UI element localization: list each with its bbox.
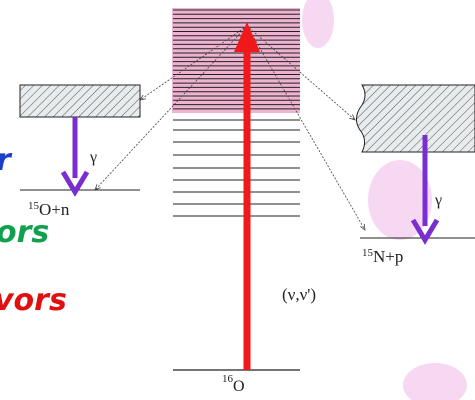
continuum-band [172,8,300,113]
excitation-head [234,22,260,52]
left-gamma-head [60,170,90,197]
background-blobs [302,0,467,400]
channel-label: 15N+p [362,247,403,266]
nucleus: O [233,378,245,395]
gamma-label: γ [89,149,97,166]
reaction-label: (ν,ν') [282,285,316,304]
left-continuum [19,84,141,118]
energy-levels [173,9,300,217]
slide-fragment: ors [0,215,49,250]
right-continuum [356,84,475,153]
slide-fragment: r [0,143,13,178]
nucleus: O+n [39,200,70,219]
mass-number: 16 [222,373,234,385]
slide-fragment: vors [0,283,67,318]
mass-number: 15 [28,200,40,212]
decay-arrows [95,25,365,230]
gamma-label: γ [434,192,442,209]
channel-label: 15O+n [28,200,70,219]
nucleus: N+p [373,247,403,266]
target-label: 16O [222,373,245,395]
right-gamma-head [410,218,440,245]
mass-number: 15 [362,247,374,259]
